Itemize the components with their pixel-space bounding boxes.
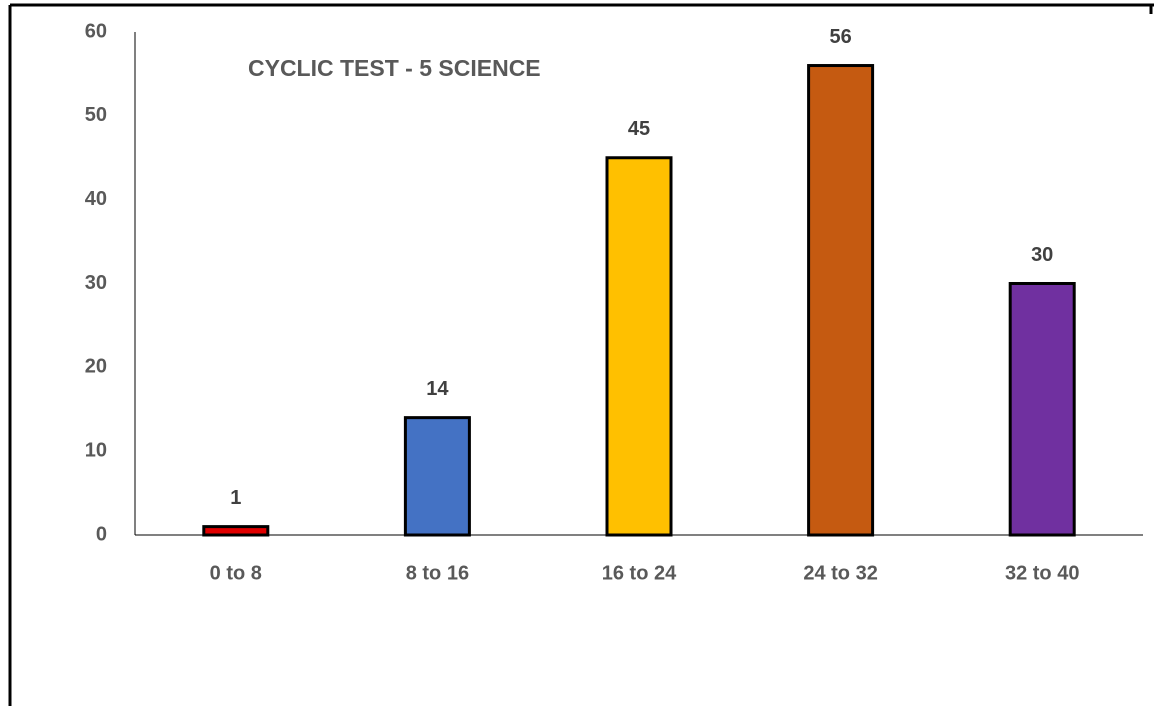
y-tick-label: 30 bbox=[85, 272, 107, 294]
bar bbox=[807, 64, 875, 537]
data-label: 14 bbox=[426, 378, 449, 400]
y-tick-label: 0 bbox=[96, 523, 107, 545]
data-label: 30 bbox=[1031, 244, 1053, 266]
x-tick-label: 16 to 24 bbox=[602, 562, 677, 584]
chart-title: CYCLIC TEST - 5 SCIENCE bbox=[248, 55, 541, 81]
y-tick-label: 10 bbox=[85, 439, 107, 461]
y-tick-label: 40 bbox=[85, 188, 107, 210]
bar bbox=[605, 156, 673, 537]
data-label: 1 bbox=[230, 487, 241, 509]
bar bbox=[403, 416, 471, 537]
bar bbox=[202, 525, 270, 537]
x-tick-label: 8 to 16 bbox=[406, 562, 469, 584]
data-label: 45 bbox=[628, 118, 650, 140]
x-tick-label: 0 to 8 bbox=[210, 562, 262, 584]
data-label: 56 bbox=[829, 26, 851, 48]
y-tick-label: 20 bbox=[85, 356, 107, 378]
x-tick-label: 32 to 40 bbox=[1005, 562, 1079, 584]
bar bbox=[1008, 282, 1076, 537]
y-tick-label: 50 bbox=[85, 104, 107, 126]
x-tick-label: 24 to 32 bbox=[803, 562, 877, 584]
y-tick-label: 60 bbox=[85, 20, 107, 42]
